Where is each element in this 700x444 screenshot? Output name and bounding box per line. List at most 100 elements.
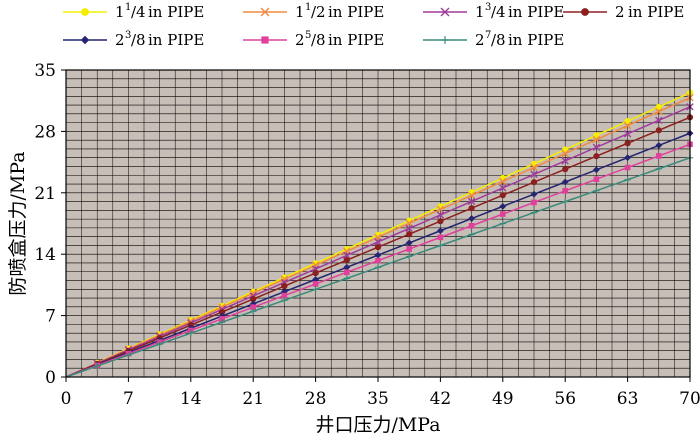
data-point xyxy=(406,231,413,238)
data-point xyxy=(624,140,631,147)
legend-item-3: 2 in PIPE xyxy=(563,3,684,21)
data-point xyxy=(374,264,382,271)
legend-label-denominator: /8 xyxy=(131,31,146,49)
y-tick-label: 0 xyxy=(45,368,56,388)
data-point xyxy=(561,157,569,165)
data-point xyxy=(624,164,631,171)
y-tick-label: 35 xyxy=(34,61,56,81)
data-point xyxy=(656,153,662,159)
legend-item-5: 2 5/8 in PIPE xyxy=(243,30,384,49)
data-point xyxy=(530,190,538,198)
legend-item-1: 1 1/2 in PIPE xyxy=(243,2,384,21)
x-tick-label: 7 xyxy=(123,389,134,409)
legend-item-4: 2 3/8 in PIPE xyxy=(63,30,204,49)
y-axis-title: 防喷盒压力/MPa xyxy=(7,151,29,295)
data-point xyxy=(344,269,350,276)
legend-swatch-marker xyxy=(81,8,89,16)
data-point xyxy=(436,211,445,219)
data-point xyxy=(623,130,632,138)
data-point xyxy=(530,163,538,172)
data-point xyxy=(530,179,538,186)
data-point xyxy=(500,211,506,217)
data-point xyxy=(655,165,662,172)
legend-label-whole: 2 xyxy=(615,3,625,21)
legend-label-unit: in PIPE xyxy=(328,3,384,21)
data-point xyxy=(655,107,663,116)
data-point xyxy=(406,246,412,252)
data-point xyxy=(562,166,569,173)
data-point xyxy=(561,149,569,158)
x-tick-label: 21 xyxy=(242,389,264,409)
data-point xyxy=(281,292,288,299)
data-point xyxy=(593,176,600,182)
data-point xyxy=(593,153,600,160)
data-point xyxy=(592,135,601,144)
legend-item-6: 2 7/8 in PIPE xyxy=(423,30,564,49)
data-point xyxy=(499,184,507,192)
y-tick-label: 21 xyxy=(34,184,56,204)
data-point xyxy=(375,257,381,264)
data-point xyxy=(562,146,569,153)
data-point xyxy=(655,116,663,125)
data-point xyxy=(592,143,601,152)
data-point xyxy=(250,308,257,315)
legend-label-unit: in PIPE xyxy=(628,3,684,21)
data-point xyxy=(405,239,413,247)
data-point xyxy=(343,251,351,260)
data-point xyxy=(499,202,507,210)
axis-ticks: 0 7 14 21 28 35 42 49 56 63 70 0 7 14 21 28 35 xyxy=(34,61,700,409)
legend-item-0: 1 1/4 in PIPE xyxy=(63,2,204,21)
data-point xyxy=(593,187,600,194)
data-point xyxy=(218,319,226,326)
data-point xyxy=(406,253,413,260)
legend-label-unit: in PIPE xyxy=(148,31,204,49)
data-point xyxy=(343,263,351,271)
data-point xyxy=(655,142,663,149)
x-tick-label: 28 xyxy=(305,389,327,409)
data-point xyxy=(156,340,163,348)
data-point xyxy=(531,199,537,206)
data-point xyxy=(499,177,507,186)
data-point xyxy=(623,121,632,130)
grid-lines xyxy=(65,69,691,378)
data-point xyxy=(624,118,631,125)
series-lines xyxy=(65,89,694,378)
data-point xyxy=(499,220,506,227)
data-point xyxy=(343,275,350,282)
legend-label-denominator: /8 xyxy=(491,31,506,49)
legend-label-numerator: 3 xyxy=(125,30,131,41)
data-point xyxy=(499,192,506,199)
data-point xyxy=(343,257,350,264)
data-point xyxy=(437,234,444,241)
legend-swatch-marker xyxy=(581,8,589,16)
y-tick-label: 28 xyxy=(34,122,56,142)
legend-label-denominator: /2 xyxy=(311,3,326,21)
y-tick-label: 14 xyxy=(34,245,56,265)
data-point xyxy=(468,222,475,229)
legend-item-2: 1 3/4 in PIPE xyxy=(423,2,564,21)
y-tick-label: 7 xyxy=(45,307,56,327)
data-point xyxy=(405,224,413,233)
data-point xyxy=(561,178,569,186)
data-point xyxy=(624,176,631,183)
x-tick-label: 14 xyxy=(180,389,202,409)
data-point xyxy=(374,244,382,251)
legend-label-unit: in PIPE xyxy=(508,31,564,49)
data-point xyxy=(468,231,475,238)
data-point xyxy=(655,127,662,134)
series-6 xyxy=(65,154,694,378)
legend-label-denominator: /8 xyxy=(311,31,326,49)
data-point xyxy=(436,205,445,214)
data-point xyxy=(593,132,600,139)
x-tick-label: 0 xyxy=(61,389,72,409)
legend-label-whole: 2 xyxy=(295,31,305,49)
data-point xyxy=(312,270,319,277)
x-tick-label: 42 xyxy=(430,389,452,409)
data-point xyxy=(593,166,600,174)
x-tick-label: 70 xyxy=(679,389,700,409)
legend-label-whole: 1 xyxy=(295,3,305,21)
series-2 xyxy=(65,103,694,378)
data-point xyxy=(281,282,288,290)
legend-label-denominator: /4 xyxy=(491,3,506,21)
